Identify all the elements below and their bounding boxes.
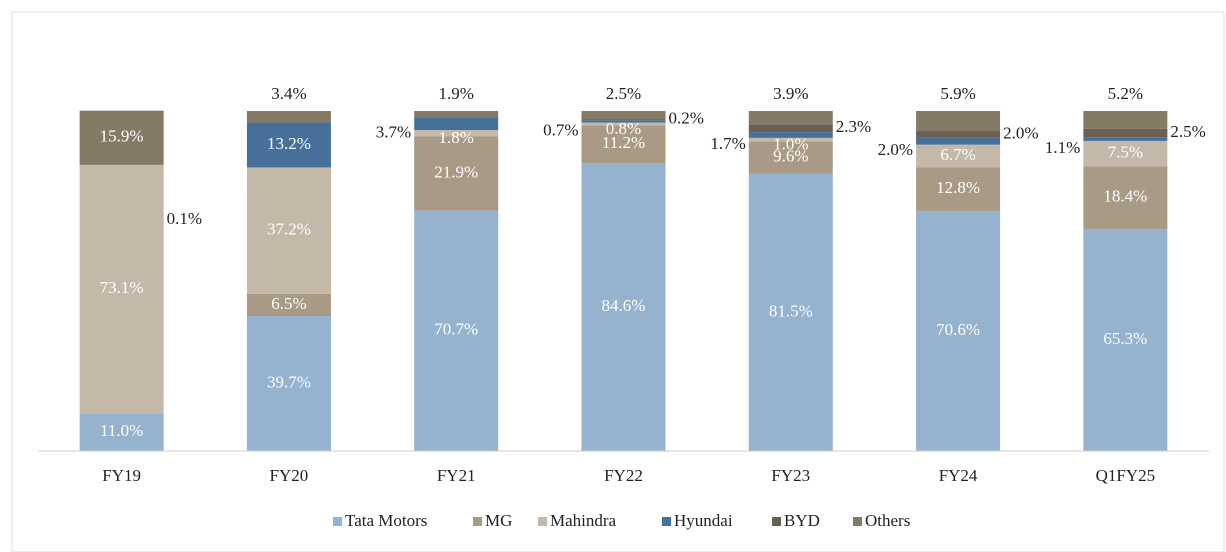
bar-segment <box>1083 128 1168 138</box>
value-label: 2.5% <box>1170 122 1205 141</box>
value-label: 2.0% <box>878 140 913 159</box>
bar-segment <box>414 136 499 211</box>
bar-segment <box>246 293 331 317</box>
bar-segment <box>748 111 833 125</box>
bar-segment <box>916 144 1001 168</box>
x-tick-label: FY19 <box>102 466 141 485</box>
legend-label: Others <box>865 511 910 530</box>
value-label: 3.7% <box>376 123 411 142</box>
bar-segment <box>1083 140 1168 167</box>
bar-segment <box>79 110 164 165</box>
x-tick-label: Q1FY25 <box>1096 466 1156 485</box>
bar-segment <box>414 210 499 451</box>
value-label: 0.1% <box>167 209 202 228</box>
bar-segment <box>748 137 833 142</box>
value-label: 11.0% <box>100 421 143 440</box>
bar-segment <box>1083 228 1168 451</box>
value-label: 5.9% <box>940 84 975 103</box>
value-label: 3.9% <box>773 84 808 103</box>
bar-segment <box>916 167 1001 211</box>
value-label: 3.4% <box>271 84 306 103</box>
value-label: 70.6% <box>936 320 980 339</box>
value-label: 70.7% <box>434 320 478 339</box>
value-label: 0.8% <box>606 119 641 138</box>
value-label: 37.2% <box>267 220 311 239</box>
bar-segment <box>246 167 331 294</box>
x-tick-label: FY20 <box>270 466 309 485</box>
bar-segment <box>79 165 164 414</box>
bar-segment <box>1083 137 1168 141</box>
bar-segment <box>414 117 499 131</box>
bar-segment <box>581 111 666 120</box>
bar-segment <box>581 119 666 121</box>
bar-segment <box>1083 111 1168 129</box>
legend-swatch <box>538 517 547 526</box>
bar-segment <box>414 130 499 137</box>
legend-swatch <box>473 517 482 526</box>
value-label: 73.1% <box>100 278 144 297</box>
value-label: 12.8% <box>936 178 980 197</box>
bar-segment <box>916 111 1001 132</box>
value-label: 1.0% <box>773 134 808 153</box>
legend-swatch <box>333 517 342 526</box>
bar-segment <box>414 111 499 118</box>
bar-segment <box>581 125 666 164</box>
value-label: 1.8% <box>439 128 474 147</box>
x-tick-label: FY24 <box>939 466 978 485</box>
legend-label: MG <box>485 511 512 530</box>
bar-segment <box>916 137 1001 145</box>
value-label: 81.5% <box>769 301 813 320</box>
value-label: 65.3% <box>1103 329 1147 348</box>
legend-swatch <box>772 517 781 526</box>
value-label: 39.7% <box>267 372 311 391</box>
value-label: 11.2% <box>602 133 645 152</box>
legend-label: Hyundai <box>674 511 733 530</box>
value-label: 6.5% <box>271 294 306 313</box>
bar-segment <box>916 210 1001 451</box>
legend-swatch <box>662 517 671 526</box>
value-label: 2.3% <box>836 117 871 136</box>
value-label: 18.4% <box>1103 187 1147 206</box>
value-label: 9.6% <box>773 146 808 165</box>
value-label: 21.9% <box>434 162 478 181</box>
legend-swatch <box>853 517 862 526</box>
bar-segment <box>748 132 833 138</box>
value-label: 2.5% <box>606 84 641 103</box>
value-label: 1.1% <box>1045 138 1080 157</box>
x-tick-label: FY21 <box>437 466 476 485</box>
value-label: 0.2% <box>669 109 704 128</box>
bar-segment <box>581 120 666 123</box>
bar-segment <box>581 122 666 126</box>
bar-segment <box>246 316 331 451</box>
bar-segment <box>1083 166 1168 229</box>
bar-segment <box>748 173 833 451</box>
value-label: 1.7% <box>710 134 745 153</box>
legend-label: BYD <box>784 511 820 530</box>
value-label: 13.2% <box>267 134 311 153</box>
bar-segment <box>748 141 833 174</box>
value-label: 84.6% <box>602 296 646 315</box>
x-tick-label: FY23 <box>771 466 810 485</box>
bar-segment <box>246 122 331 168</box>
legend-label: Mahindra <box>550 511 617 530</box>
bar-segment <box>916 131 1001 138</box>
value-label: 2.0% <box>1003 123 1038 142</box>
value-label: 7.5% <box>1108 143 1143 162</box>
bar-segment <box>748 124 833 133</box>
value-label: 1.9% <box>439 84 474 103</box>
value-label: 15.9% <box>100 127 144 146</box>
bar-segment <box>246 111 331 123</box>
bar-segment <box>581 163 666 452</box>
value-label: 6.7% <box>940 145 975 164</box>
value-label: 0.7% <box>543 120 578 139</box>
value-label: 5.2% <box>1108 84 1143 103</box>
bar-segment <box>79 413 164 451</box>
x-tick-label: FY22 <box>604 466 643 485</box>
legend-label: Tata Motors <box>345 511 427 530</box>
